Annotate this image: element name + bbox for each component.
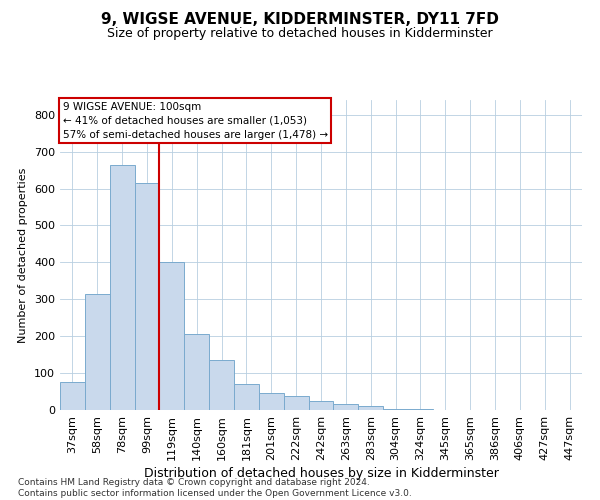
Text: Size of property relative to detached houses in Kidderminster: Size of property relative to detached ho… xyxy=(107,28,493,40)
Bar xyxy=(308,401,334,410)
Bar xyxy=(160,262,184,410)
Bar xyxy=(85,294,110,410)
Y-axis label: Number of detached properties: Number of detached properties xyxy=(19,168,28,342)
Text: 9 WIGSE AVENUE: 100sqm
← 41% of detached houses are smaller (1,053)
57% of semi-: 9 WIGSE AVENUE: 100sqm ← 41% of detached… xyxy=(62,102,328,140)
Bar xyxy=(209,360,234,410)
Bar xyxy=(383,408,408,410)
Bar xyxy=(358,406,383,410)
Bar xyxy=(60,382,85,410)
Bar xyxy=(234,384,259,410)
Bar xyxy=(134,183,160,410)
Bar xyxy=(259,392,284,410)
Bar xyxy=(334,404,358,410)
X-axis label: Distribution of detached houses by size in Kidderminster: Distribution of detached houses by size … xyxy=(143,467,499,480)
Text: Contains HM Land Registry data © Crown copyright and database right 2024.
Contai: Contains HM Land Registry data © Crown c… xyxy=(18,478,412,498)
Bar xyxy=(284,396,308,410)
Bar xyxy=(408,408,433,410)
Text: 9, WIGSE AVENUE, KIDDERMINSTER, DY11 7FD: 9, WIGSE AVENUE, KIDDERMINSTER, DY11 7FD xyxy=(101,12,499,28)
Bar xyxy=(110,164,134,410)
Bar xyxy=(184,334,209,410)
